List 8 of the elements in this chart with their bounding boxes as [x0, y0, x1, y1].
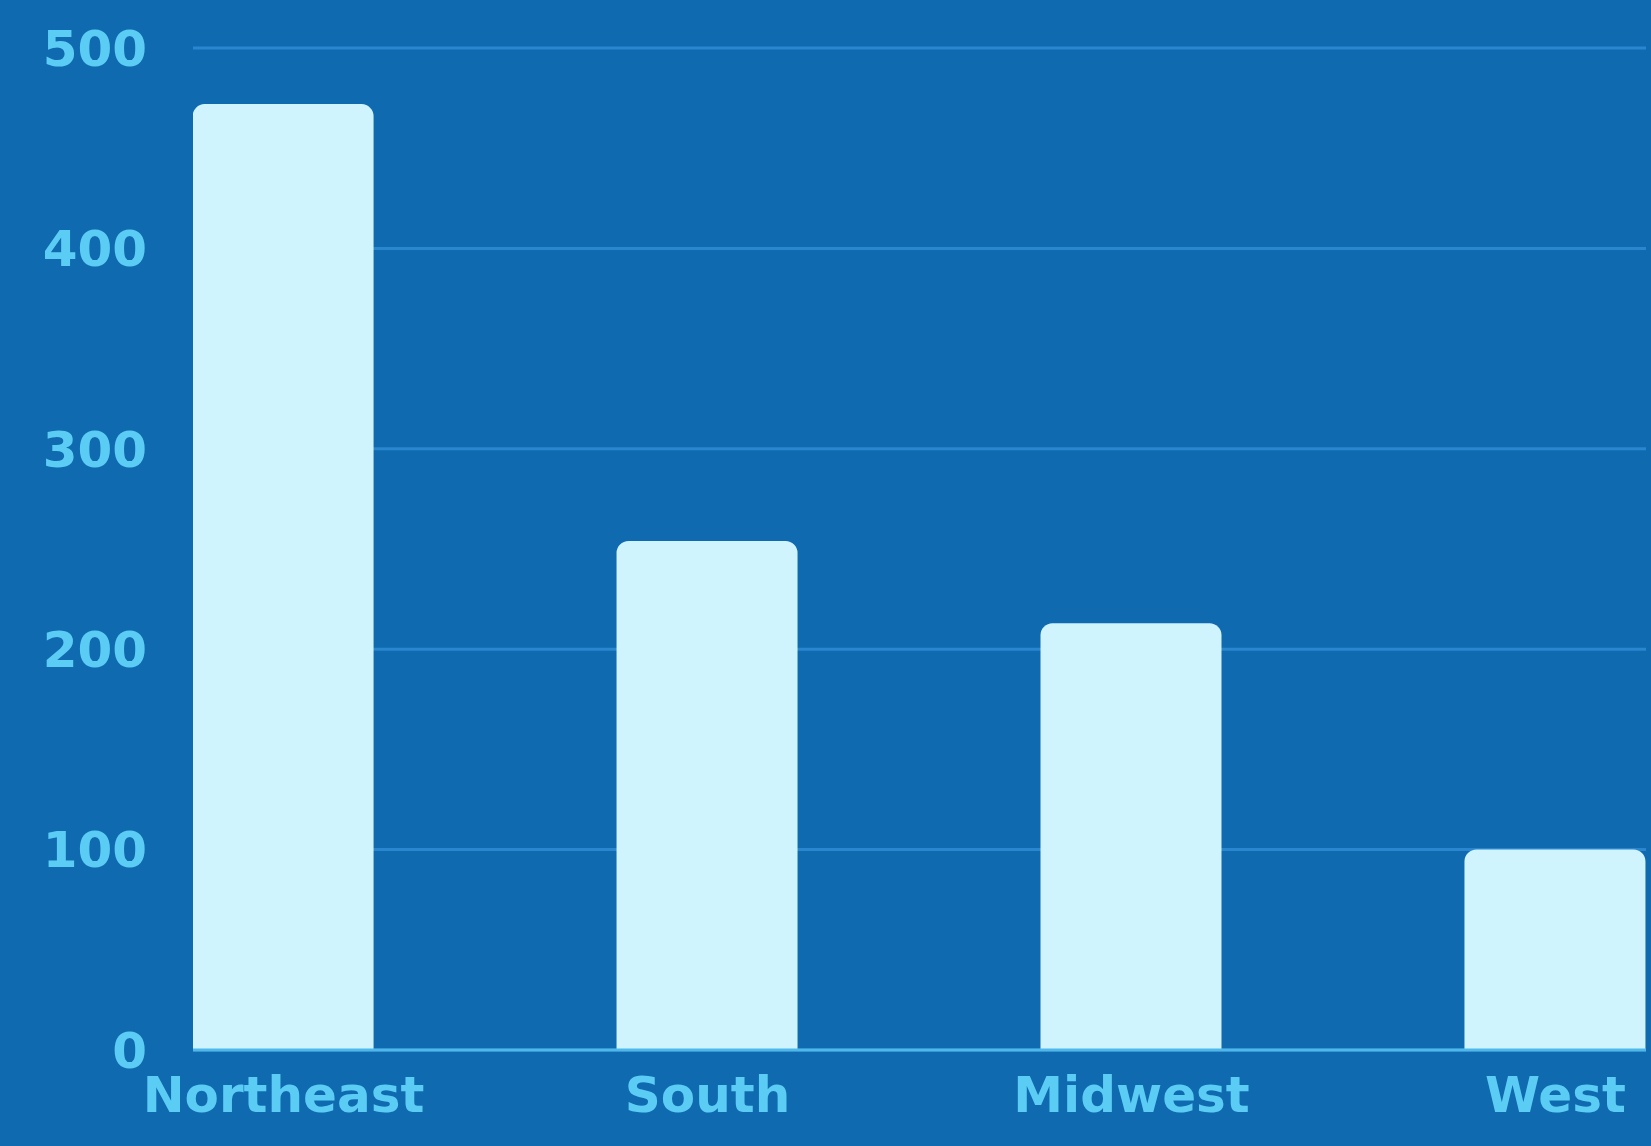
- y-tick-label: 200: [42, 620, 147, 679]
- x-tick-label: South: [624, 1065, 791, 1124]
- y-tick-label: 400: [42, 220, 147, 279]
- y-tick-label: 300: [42, 420, 147, 479]
- y-tick-label: 500: [42, 19, 147, 78]
- y-tick-label: 100: [42, 821, 147, 880]
- x-tick-label: West: [1484, 1065, 1626, 1124]
- x-tick-label: Midwest: [1013, 1065, 1250, 1124]
